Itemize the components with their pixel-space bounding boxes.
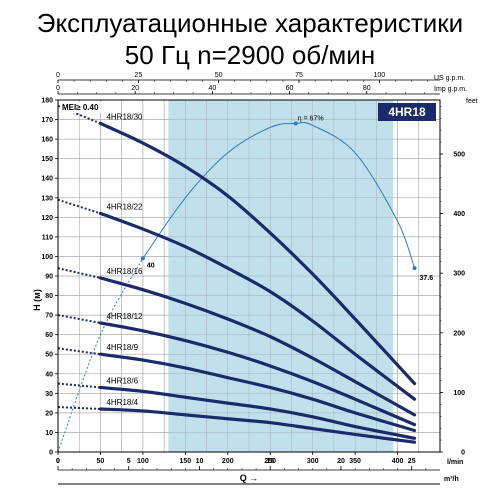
y-tick-label: 150 [41, 156, 53, 163]
y-tick-label: 140 [41, 176, 53, 183]
x-unit-impgpm: Imp g.p.m. [434, 86, 467, 93]
series-line [98, 321, 417, 427]
series-dashed [57, 347, 101, 356]
efficiency-curve: η = 67% 40 37.6 [57, 115, 434, 453]
efficiency-label: 37.6 [420, 275, 434, 282]
y-unit-feet: feet [466, 98, 478, 105]
y-tick-label: 50 [45, 352, 53, 359]
grid-overlay [58, 100, 440, 452]
feet-tick-label: 300 [453, 271, 465, 278]
x-unit-m3h: m³/h [444, 476, 459, 483]
x-unit-lpm: l/min [447, 459, 463, 466]
axes: 0102030405060708090100110120130140150160… [41, 72, 465, 471]
series-line [98, 211, 417, 401]
mei-box [60, 102, 104, 113]
y-tick-label: 90 [45, 274, 53, 281]
mei-label: MEI≥ 0.40 [62, 103, 99, 112]
x-tick-label: 0 [56, 458, 60, 465]
usgpm-tick-label: 0 [56, 72, 60, 79]
x-tick-label: 350 [349, 458, 361, 465]
series-label: 4HR18/22 [106, 202, 143, 211]
m3h-tick-label: 15 [266, 458, 274, 465]
plot-frame [57, 99, 441, 453]
series-line [98, 385, 417, 440]
series-dashed [57, 267, 101, 279]
y-tick-label: 160 [41, 137, 53, 144]
feet-tick-label: 100 [453, 390, 465, 397]
x-unit-usgpm: US g.p.m. [434, 75, 465, 82]
impgpm-tick-label: 60 [286, 85, 294, 92]
usgpm-tick-label: 100 [373, 72, 385, 79]
chart-subtitle: 50 Гц n=2900 об/мин [124, 40, 376, 70]
series-dashed [57, 406, 101, 410]
efficiency-label: η = 67% [298, 115, 324, 122]
x-tick-label: 150 [179, 458, 191, 465]
y-tick-label: 120 [41, 215, 53, 222]
labels-group: 4HR18/30 4HR18/22 4HR18/16 4HR18/12 4HR18/9 4… [106, 112, 143, 407]
m3h-tick-label: 5 [127, 458, 131, 465]
series-line [98, 352, 417, 433]
impgpm-tick-label: 20 [131, 85, 139, 92]
series-label: 4HR18/9 [106, 343, 138, 352]
efficiency-dashed [57, 258, 144, 453]
series-dashed [57, 198, 101, 215]
x-tick-label: 100 [137, 458, 149, 465]
series-label: 4HR18/16 [106, 267, 143, 276]
y-tick-label: 0 [49, 450, 53, 457]
y-axis-label: H (м) [32, 289, 42, 311]
series-line [98, 407, 417, 444]
impgpm-tick-label: 40 [208, 85, 216, 92]
series-label: 4HR18/6 [106, 376, 138, 385]
x-tick-label: 50 [97, 458, 105, 465]
y-tick-label: 100 [41, 254, 53, 261]
m3h-tick-label: 0 [56, 458, 60, 465]
series-group [57, 104, 417, 444]
x-axis-label: Q → [240, 473, 259, 483]
series-label: 4HR18/4 [106, 398, 138, 407]
feet-tick-label: 400 [453, 211, 465, 218]
y-tick-label: 30 [45, 391, 53, 398]
usgpm-tick-label: 75 [295, 72, 303, 79]
y-tick-label: 20 [45, 410, 53, 417]
m3h-tick-label: 10 [196, 458, 204, 465]
y-tick-label: 40 [45, 371, 53, 378]
series-label: 4HR18/30 [106, 112, 143, 121]
feet-tick-label: 0 [461, 450, 465, 457]
model-badge [378, 103, 436, 121]
y-tick-label: 60 [45, 332, 53, 339]
series-line [98, 276, 417, 417]
y-tick-label: 170 [41, 117, 53, 124]
y-tick-label: 130 [41, 195, 53, 202]
impgpm-tick-label: 80 [363, 85, 371, 92]
efficiency-label: 40 [147, 262, 155, 269]
y-tick-label: 180 [41, 98, 53, 105]
model-badge-label: 4HR18 [388, 105, 426, 119]
chart-title: Эксплуатационные характеристики [36, 8, 464, 38]
y-tick-label: 10 [45, 430, 53, 437]
x-tick-label: 300 [307, 458, 319, 465]
feet-tick-label: 200 [453, 330, 465, 337]
usgpm-tick-label: 25 [134, 72, 142, 79]
m3h-tick-label: 20 [337, 458, 345, 465]
y-tick-label: 80 [45, 293, 53, 300]
x-tick-label: 400 [392, 458, 404, 465]
impgpm-tick-label: 0 [56, 85, 60, 92]
efficiency-point [412, 266, 417, 271]
series-dashed [57, 314, 101, 324]
x-tick-label: 250 [264, 458, 276, 465]
efficiency-point [140, 256, 145, 261]
usgpm-tick-label: 50 [215, 72, 223, 79]
series-dashed [57, 382, 101, 389]
x-tick-label: 200 [222, 458, 234, 465]
y-tick-label: 70 [45, 313, 53, 320]
y-tick-label: 110 [42, 234, 53, 241]
series-label: 4HR18/12 [106, 312, 143, 321]
efficiency-point [293, 121, 298, 126]
m3h-tick-label: 25 [408, 458, 416, 465]
feet-tick-label: 500 [453, 151, 465, 158]
series-line [98, 121, 417, 386]
